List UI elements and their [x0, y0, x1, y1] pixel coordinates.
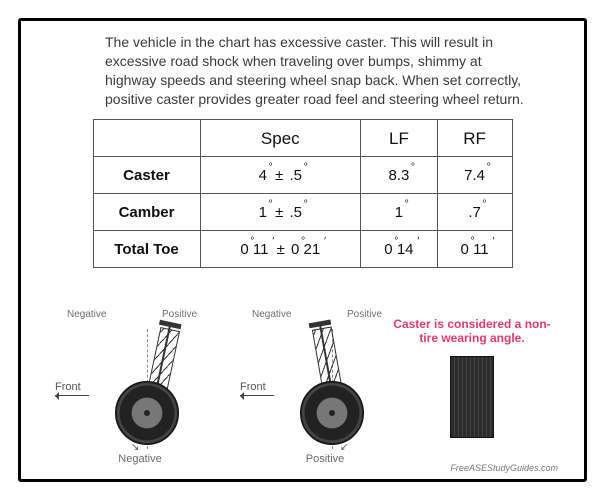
toe-rf: 0° 11′: [437, 230, 512, 267]
row-camber: Camber 1° ± .5° 1° .7°: [93, 193, 512, 230]
header-lf: LF: [361, 119, 438, 156]
angle-arrow-icon: ↘: [131, 442, 139, 453]
source-note: FreeASEStudyGuides.com: [450, 463, 558, 473]
caster-rf: 7.4°: [437, 156, 512, 193]
diagram-caption: Positive: [240, 453, 410, 465]
camber-spec: 1° ± .5°: [200, 193, 361, 230]
label-positive: Positive: [162, 309, 197, 320]
label-positive: Positive: [347, 309, 382, 320]
caster-diagram-negative: Negative Positive Front ↘ Negative: [55, 303, 225, 463]
intro-paragraph: The vehicle in the chart has excessive c…: [105, 33, 530, 109]
row-total-toe: Total Toe 0° 11′ ± 0° 21′ 0° 14′: [93, 230, 512, 267]
angle-arrow-icon: ↙: [340, 442, 348, 453]
header-rf: RF: [437, 119, 512, 156]
label-camber: Camber: [93, 193, 200, 230]
diagram-row: Negative Positive Front ↘ Negative: [45, 299, 560, 469]
alignment-spec-table: Spec LF RF Caster 4° ± .5° 8.3° 7.4°: [93, 119, 513, 268]
header-empty: [93, 119, 200, 156]
row-caster: Caster 4° ± .5° 8.3° 7.4°: [93, 156, 512, 193]
label-negative: Negative: [252, 309, 291, 320]
tire-tread-icon: [450, 356, 494, 438]
header-spec: Spec: [200, 119, 361, 156]
table-header-row: Spec LF RF: [93, 119, 512, 156]
label-negative: Negative: [67, 309, 106, 320]
tire-tread-block: Caster is considered a non-tire wearing …: [392, 317, 552, 457]
caster-diagram-positive: Negative Positive Front ↙ Positive: [240, 303, 410, 463]
wheel-icon: [300, 381, 364, 445]
label-caster: Caster: [93, 156, 200, 193]
wheel-icon: [115, 381, 179, 445]
toe-spec: 0° 11′ ± 0° 21′: [200, 230, 361, 267]
diagram-caption: Negative: [55, 453, 225, 465]
front-arrow-icon: [55, 395, 89, 396]
label-total-toe: Total Toe: [93, 230, 200, 267]
caster-spec: 4° ± .5°: [200, 156, 361, 193]
camber-rf: .7°: [437, 193, 512, 230]
camber-lf: 1°: [361, 193, 438, 230]
caster-callout-text: Caster is considered a non-tire wearing …: [392, 317, 552, 346]
front-arrow-icon: [240, 395, 274, 396]
bordered-panel: The vehicle in the chart has excessive c…: [18, 18, 587, 482]
toe-lf: 0° 14′: [361, 230, 438, 267]
page-frame: The vehicle in the chart has excessive c…: [0, 0, 605, 500]
caster-lf: 8.3°: [361, 156, 438, 193]
